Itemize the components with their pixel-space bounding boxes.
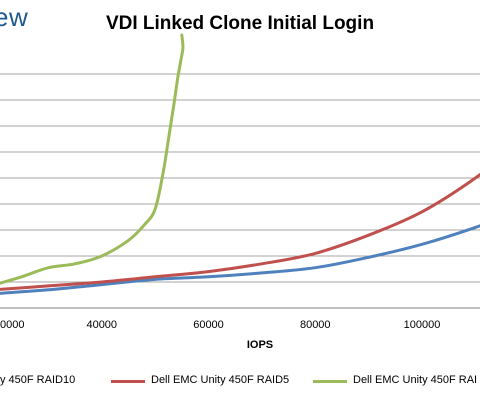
chart-title: VDI Linked Clone Initial Login — [105, 13, 375, 34]
series-line-raid1 — [0, 33, 185, 285]
gridlines — [0, 73, 480, 309]
x-tick-label-1: 40000 — [86, 319, 117, 331]
legend-label-raid10: y 450F RAID10 — [0, 374, 76, 386]
legend-swatch-raid5 — [111, 380, 145, 383]
x-tick-label-2: 60000 — [193, 319, 224, 331]
legend-label-raid1: Dell EMC Unity 450F RAI — [353, 374, 478, 386]
x-tick-label-4: 100000 — [404, 319, 441, 331]
x-tick-label-3: 80000 — [300, 319, 331, 331]
brand-logo-text: ew — [0, 2, 29, 32]
x-axis-label: IOPS — [246, 339, 274, 351]
series-lines — [0, 33, 480, 295]
series-line-raid10 — [0, 224, 480, 295]
legend-label-raid5: Dell EMC Unity 450F RAID5 — [151, 374, 290, 386]
x-tick-labels: 0000 40000 60000 80000 100000 — [0, 319, 440, 331]
legend-swatch-raid1 — [313, 380, 347, 383]
x-tick-label-0: 0000 — [0, 319, 24, 331]
series-line-raid5 — [0, 172, 480, 291]
